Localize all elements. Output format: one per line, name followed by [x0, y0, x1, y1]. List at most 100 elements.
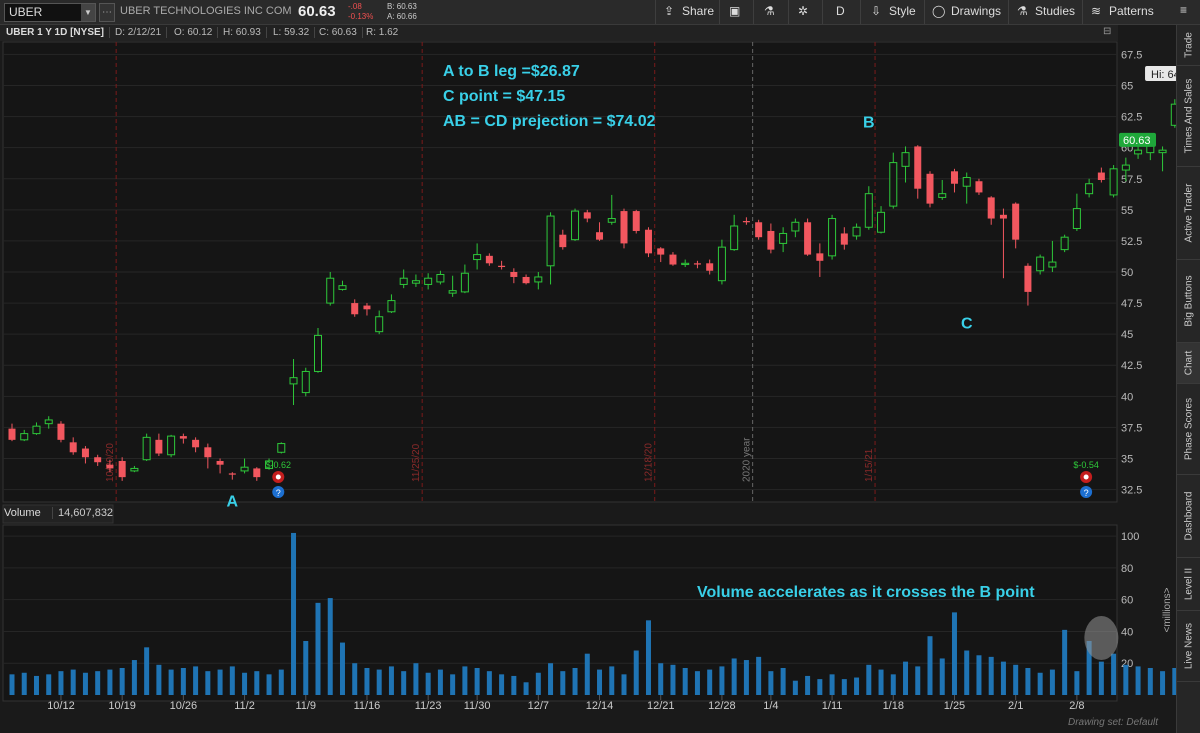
toolbar: UBER ▼ ⋯ UBER TECHNOLOGIES INC COM 60.63… — [0, 0, 1200, 25]
candle-body — [498, 265, 506, 268]
symbol-input[interactable]: UBER ▼ — [4, 3, 96, 22]
candle-body — [681, 262, 690, 266]
candle-body — [657, 248, 665, 255]
candle-body — [767, 230, 775, 250]
volume-bar — [303, 640, 309, 695]
volume-bar — [107, 669, 113, 695]
candle-body — [571, 210, 580, 241]
toolbar-separator — [1008, 0, 1009, 24]
candle-body — [32, 425, 41, 435]
tab-trade[interactable]: Trade — [1177, 25, 1200, 66]
studies-button[interactable]: Studies — [1035, 4, 1076, 18]
candle-body — [840, 233, 848, 245]
candle-body — [632, 211, 640, 231]
candle-body — [1012, 203, 1020, 240]
tab-phase-scores[interactable]: Phase Scores — [1177, 384, 1200, 475]
year-divider-label: 2020 year — [742, 437, 753, 482]
volume-axis-label: <millions> — [1162, 587, 1173, 632]
volume-bar — [560, 671, 566, 695]
tab-big-buttons[interactable]: Big Buttons — [1177, 260, 1200, 343]
gear-icon[interactable]: ✲ — [798, 4, 809, 18]
volume-bar — [535, 672, 541, 695]
volume-bar — [450, 674, 456, 695]
info-date: D: 2/12/21 — [115, 27, 168, 38]
volume-bar — [645, 620, 651, 695]
tab-times-and-sales[interactable]: Times And Sales — [1177, 66, 1200, 167]
price-annotation: AB = CD prejection = $74.02 — [443, 113, 656, 130]
candle-body — [1085, 183, 1094, 195]
date-tick-label: 11/9 — [295, 700, 316, 712]
ellipse-icon[interactable]: ◯ — [932, 4, 946, 18]
volume-bar — [144, 647, 150, 695]
volume-bar — [584, 653, 590, 695]
symbol-search-icon[interactable]: ⋯ — [99, 3, 115, 22]
studies-icon[interactable]: ⚗ — [1017, 4, 1028, 18]
volume-bar — [205, 671, 211, 695]
collapse-icon[interactable]: ⊟ — [1103, 26, 1112, 37]
chart-info-bar: UBER 1 Y 1D [NYSE] D: 2/12/21 O: 60.12 H… — [0, 25, 1118, 41]
grid-icon[interactable]: ▣ — [729, 4, 741, 18]
candle-body — [1134, 149, 1143, 155]
candle-body — [816, 253, 824, 261]
menu-icon[interactable]: ≡ — [1180, 3, 1188, 17]
tab-level-ii[interactable]: Level II — [1177, 558, 1200, 611]
volume-bar — [511, 675, 517, 695]
candle-body — [791, 221, 800, 232]
tab-chart[interactable]: Chart — [1177, 343, 1200, 384]
price-tick-label: 65 — [1121, 81, 1133, 93]
share-icon[interactable]: ⇪ — [664, 4, 675, 18]
volume-tick-label: 40 — [1121, 626, 1133, 638]
date-tick-label: 1/11 — [822, 700, 843, 712]
candle-body — [387, 300, 396, 313]
candle-body — [1060, 236, 1069, 251]
volume-bar — [278, 669, 284, 695]
volume-header-box — [2, 504, 114, 524]
volume-bar — [339, 642, 345, 695]
volume-bar — [548, 663, 554, 695]
candle-body — [864, 193, 873, 228]
volume-bar — [768, 671, 774, 695]
volume-bar — [1062, 629, 1068, 695]
symbol-dropdown-icon[interactable]: ▼ — [81, 4, 95, 21]
style-icon[interactable]: ⇩ — [871, 4, 882, 18]
candle-body — [8, 428, 16, 440]
date-tick-label: 1/18 — [883, 700, 904, 712]
volume-bar — [670, 664, 676, 695]
earnings-marker-label: 11/25/20 — [411, 443, 422, 482]
patterns-button[interactable]: Patterns — [1109, 4, 1154, 18]
drawings-button[interactable]: Drawings — [951, 4, 1002, 18]
date-tick-label: 1/25 — [944, 700, 965, 712]
candle-body — [363, 305, 371, 310]
share-button[interactable]: Share — [682, 4, 715, 18]
volume-bar — [1172, 667, 1176, 695]
date-tick-label: 11/23 — [415, 700, 442, 712]
period-button[interactable]: D — [836, 4, 845, 18]
volume-tick-label: 100 — [1121, 531, 1139, 543]
volume-bar — [156, 664, 162, 695]
tab-active-trader[interactable]: Active Trader — [1177, 167, 1200, 260]
volume-bar — [1000, 661, 1006, 695]
high-callout-text: Hi: 64.05 — [1151, 69, 1176, 81]
candle-body — [460, 272, 469, 293]
volume-bar — [229, 666, 235, 695]
candle-body — [411, 280, 420, 284]
candle-body — [779, 232, 788, 244]
toolbar-separator — [822, 0, 823, 24]
candle-body — [742, 221, 750, 223]
style-button[interactable]: Style — [889, 4, 916, 18]
flask-icon[interactable]: ⚗ — [764, 4, 775, 18]
info-range: R: 1.62 — [366, 27, 399, 38]
volume-bar — [217, 669, 223, 695]
volume-bar — [841, 679, 847, 695]
tab-live-news[interactable]: Live News — [1177, 611, 1200, 682]
volume-bar — [597, 669, 603, 695]
patterns-icon[interactable]: ≋ — [1091, 4, 1102, 18]
volume-bar — [915, 666, 921, 695]
candle-body — [730, 225, 739, 251]
candle-body — [253, 468, 261, 478]
volume-bar — [486, 671, 492, 695]
tab-dashboard[interactable]: Dashboard — [1177, 475, 1200, 558]
last-price-tag-text: 60.63 — [1123, 135, 1151, 147]
candle-body — [338, 285, 347, 290]
